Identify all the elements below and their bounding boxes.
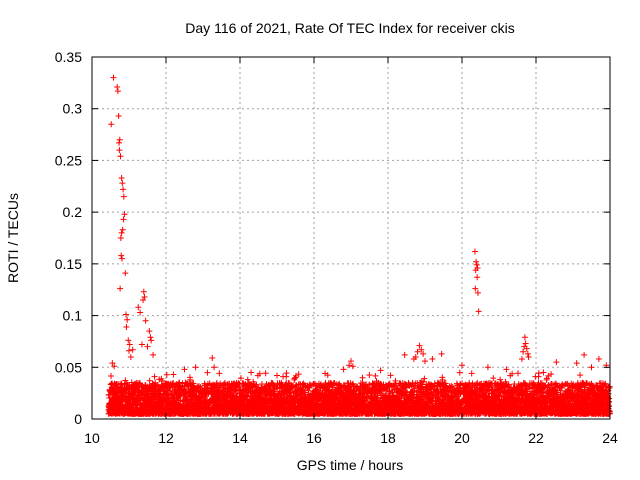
data-point	[203, 384, 210, 391]
data-point	[190, 380, 197, 387]
data-point	[262, 370, 269, 377]
data-point	[151, 373, 158, 380]
data-point	[122, 377, 129, 384]
data-point	[359, 374, 366, 381]
data-point	[161, 395, 168, 402]
data-point	[187, 376, 194, 383]
data-point	[366, 371, 373, 378]
data-point	[456, 369, 463, 376]
data-point	[118, 381, 125, 388]
data-point	[372, 372, 379, 379]
data-points	[105, 74, 613, 417]
chart-title: Day 116 of 2021, Rate Of TEC Index for r…	[185, 20, 514, 36]
data-point	[163, 371, 170, 378]
data-point	[137, 379, 144, 386]
data-point	[283, 370, 290, 377]
data-point	[195, 383, 202, 390]
data-point	[204, 369, 211, 376]
data-point	[468, 370, 475, 377]
data-point	[216, 370, 223, 377]
data-point	[159, 377, 166, 384]
data-point	[108, 372, 115, 379]
data-point	[146, 377, 153, 384]
grid	[92, 57, 610, 419]
